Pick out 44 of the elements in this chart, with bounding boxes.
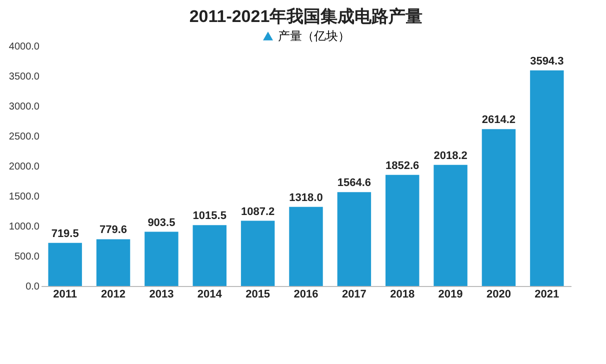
x-tick-label: 2020 xyxy=(486,288,511,300)
y-tick-label: 3500.0 xyxy=(8,72,40,82)
bar xyxy=(482,129,516,286)
bar xyxy=(96,239,130,286)
bar xyxy=(240,220,275,286)
bar xyxy=(48,242,82,286)
x-tick-label: 2017 xyxy=(342,288,366,300)
y-tick-label: 3000.0 xyxy=(8,102,40,112)
x-tick-label: 2019 xyxy=(438,288,463,300)
y-tick-label: 2500.0 xyxy=(8,132,40,142)
x-tick-label: 2012 xyxy=(101,288,126,300)
x-tick-label: 2014 xyxy=(197,288,223,300)
data-label: 1318.0 xyxy=(289,192,323,204)
data-label: 3594.3 xyxy=(530,55,564,68)
data-label: 779.6 xyxy=(100,224,128,236)
data-label: 2614.2 xyxy=(482,114,516,126)
data-label: 2018.2 xyxy=(434,150,468,162)
data-label: 719.5 xyxy=(51,228,79,240)
bar xyxy=(386,174,420,286)
bar xyxy=(192,225,226,286)
y-tick-label: 4000.0 xyxy=(8,42,40,52)
data-label: 903.5 xyxy=(148,216,176,229)
data-label: 1564.6 xyxy=(337,177,372,190)
y-tick-label: 500.0 xyxy=(14,252,40,262)
bar xyxy=(144,232,178,286)
y-tick-label: 2000.0 xyxy=(8,162,40,172)
data-label: 1087.2 xyxy=(240,206,275,218)
bar xyxy=(434,164,468,286)
chart-title: 2011-2021年我国集成电路产量 xyxy=(189,7,423,26)
y-tick-label: 1500.0 xyxy=(8,192,40,202)
bar xyxy=(337,192,372,286)
data-label: 1015.5 xyxy=(192,210,226,222)
x-tick-label: 2016 xyxy=(294,288,318,300)
bar xyxy=(289,206,323,286)
data-label: 1852.6 xyxy=(386,160,420,172)
bar xyxy=(530,70,564,286)
y-tick-label: 1000.0 xyxy=(8,222,40,232)
x-tick-label: 2015 xyxy=(246,288,270,300)
x-tick-label: 2021 xyxy=(534,288,560,300)
x-tick-label: 2011 xyxy=(53,288,78,300)
x-tick-label: 2018 xyxy=(390,288,415,300)
y-tick-label: 0.0 xyxy=(26,282,40,292)
x-tick-label: 2013 xyxy=(149,288,174,300)
legend-label: 产量（亿块） xyxy=(278,29,350,43)
